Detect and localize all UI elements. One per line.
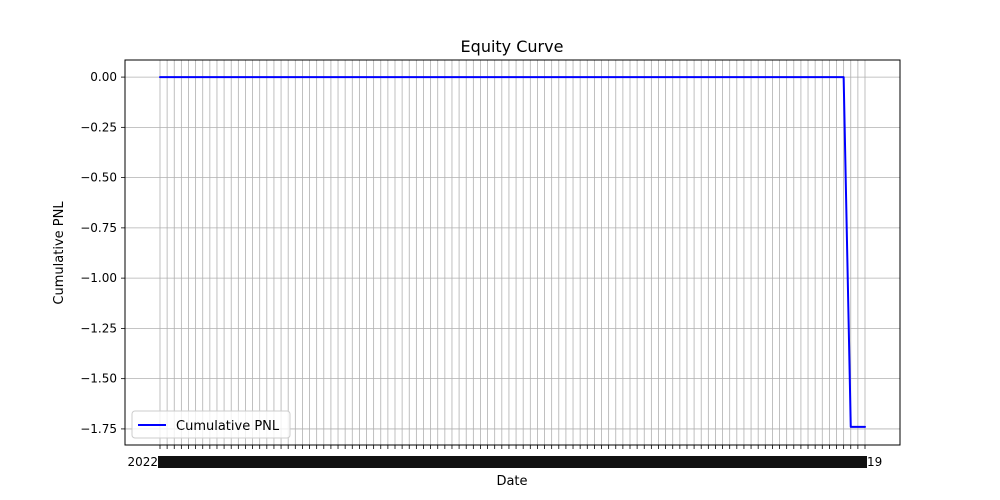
- y-axis-label: Cumulative PNL: [52, 201, 67, 305]
- legend-label: Cumulative PNL: [176, 419, 280, 434]
- x-tick-labels-overlap: [158, 456, 867, 468]
- y-tick-label: −1.75: [80, 422, 117, 436]
- chart-title: Equity Curve: [461, 37, 564, 56]
- y-tick-label: −1.25: [80, 321, 117, 335]
- y-tick-label: −1.50: [80, 372, 117, 386]
- y-tick-label: −0.50: [80, 171, 117, 185]
- plot-frame: [124, 59, 901, 446]
- y-tick-label: −0.75: [80, 221, 117, 235]
- legend-box: [131, 410, 291, 439]
- y-tick-label: 0.00: [90, 70, 117, 84]
- x-gridlines: [159, 60, 866, 445]
- y-axis-ticks: 0.00 −0.25 −0.50 −0.75 −1.00 −1.25 −1.50 −1.75: [80, 70, 125, 436]
- plot-background: [125, 60, 900, 445]
- x-axis-label: Date: [496, 474, 527, 489]
- x-tick-label-first: 2022: [127, 455, 158, 469]
- series-line: [159, 76, 866, 428]
- legend: Cumulative PNL: [131, 410, 291, 439]
- y-tick-label: −1.00: [80, 271, 117, 285]
- y-tick-label: −0.25: [80, 120, 117, 134]
- x-axis-ticks: 2022 19: [127, 445, 882, 469]
- series-layer: [159, 76, 866, 428]
- x-tick-label-last: 19: [867, 455, 882, 469]
